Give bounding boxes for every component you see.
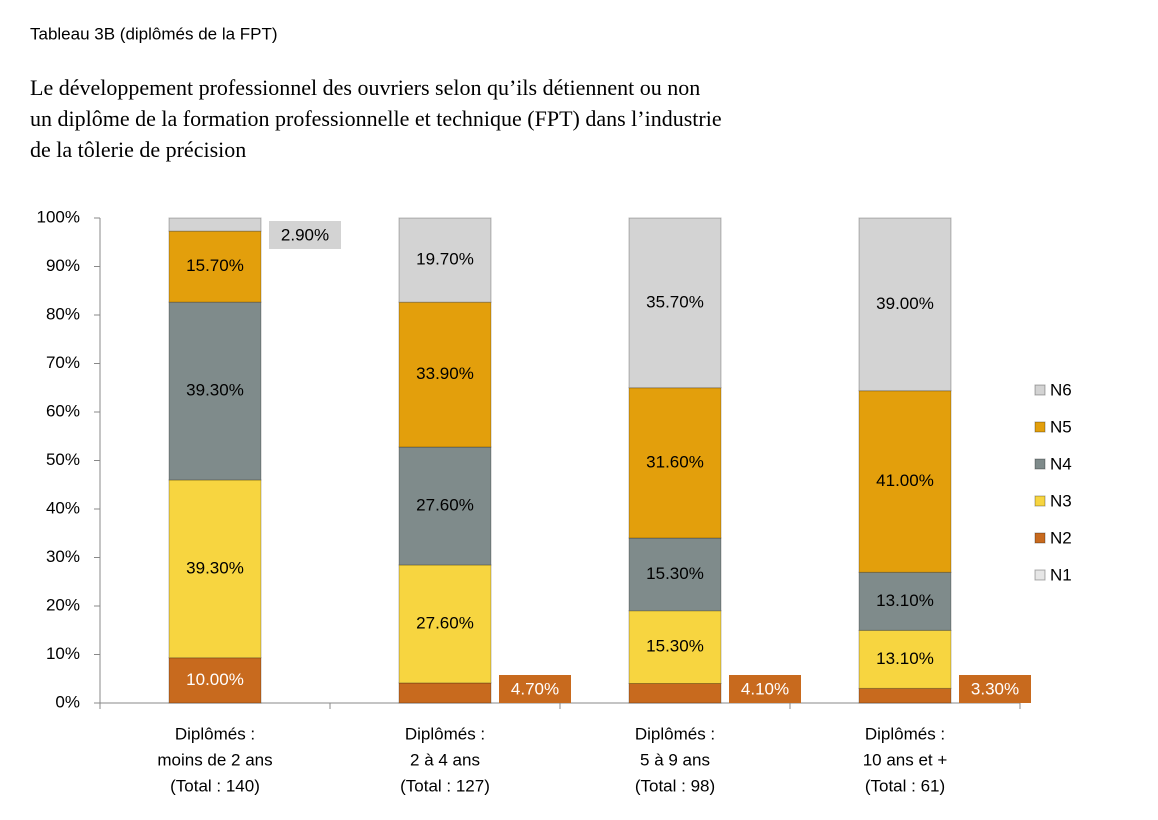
value-label: 15.30% <box>646 637 704 656</box>
bar-segment <box>398 446 492 566</box>
y-tick-label: 10% <box>46 644 80 663</box>
bar-segment <box>628 387 722 539</box>
bar-segment <box>398 301 492 448</box>
x-tick-label: 2 à 4 ans <box>410 750 480 769</box>
legend-label: N2 <box>1050 528 1072 547</box>
value-label: 13.10% <box>876 649 934 668</box>
value-label: 4.70% <box>511 679 559 698</box>
x-tick-label: Diplômés : <box>865 724 945 743</box>
bar-segment <box>398 564 492 684</box>
y-tick-label: 60% <box>46 401 80 420</box>
x-tick-label: 5 à 9 ans <box>640 750 710 769</box>
legend-swatch <box>1034 421 1046 433</box>
value-label: 39.30% <box>186 558 244 577</box>
y-tick-label: 80% <box>46 304 80 323</box>
x-tick-label: (Total : 127) <box>400 776 490 795</box>
bar-segment <box>858 687 952 704</box>
legend-swatch <box>1034 495 1046 507</box>
legend-label: N3 <box>1050 491 1072 510</box>
y-tick-label: 100% <box>37 207 80 226</box>
value-label-box <box>499 675 571 703</box>
value-label: 39.30% <box>186 381 244 400</box>
y-tick-label: 50% <box>46 450 80 469</box>
value-label-box <box>729 675 801 703</box>
y-tick-label: 30% <box>46 547 80 566</box>
bar-segment <box>398 217 492 303</box>
bar-segment <box>858 571 952 631</box>
value-label: 41.00% <box>876 471 934 490</box>
value-label: 35.70% <box>646 292 704 311</box>
y-tick-label: 0% <box>55 692 80 711</box>
bar-segment <box>628 683 722 704</box>
value-label-box <box>269 221 341 249</box>
x-tick-label: Diplômés : <box>405 724 485 743</box>
legend-swatch <box>1034 384 1046 396</box>
y-tick-label: 20% <box>46 595 80 614</box>
value-label: 39.00% <box>876 294 934 313</box>
value-label: 19.70% <box>416 250 474 269</box>
legend-label: N1 <box>1050 565 1072 584</box>
chart-subtitle: Tableau 3B (diplômés de la FPT) <box>30 24 278 43</box>
value-label: 2.90% <box>281 225 329 244</box>
bar-segment <box>858 629 952 689</box>
bar-segment <box>858 390 952 573</box>
legend-swatch <box>1034 569 1046 581</box>
bar-segment <box>858 217 952 392</box>
x-tick-label: 10 ans et + <box>863 750 948 769</box>
legend-label: N4 <box>1050 454 1072 473</box>
value-label: 31.60% <box>646 452 704 471</box>
x-tick-label: (Total : 98) <box>635 776 715 795</box>
chart-title: Le développement professionnel des ouvri… <box>30 75 700 100</box>
y-tick-label: 40% <box>46 498 80 517</box>
bar-segment <box>628 610 722 685</box>
value-label: 10.00% <box>186 670 244 689</box>
y-tick-label: 90% <box>46 256 80 275</box>
value-label: 3.30% <box>971 679 1019 698</box>
y-tick-label: 70% <box>46 353 80 372</box>
legend-swatch <box>1034 458 1046 470</box>
x-tick-label: Diplômés : <box>175 724 255 743</box>
x-tick-label: moins de 2 ans <box>157 750 272 769</box>
legend-label: N5 <box>1050 417 1072 436</box>
x-tick-label: (Total : 140) <box>170 776 260 795</box>
value-label: 27.60% <box>416 613 474 632</box>
value-label: 15.30% <box>646 564 704 583</box>
x-tick-label: (Total : 61) <box>865 776 945 795</box>
value-label: 4.10% <box>741 679 789 698</box>
bar-segment <box>168 217 262 232</box>
chart-title: de la tôlerie de précision <box>30 137 246 162</box>
value-label: 27.60% <box>416 495 474 514</box>
bar-segment <box>398 682 492 704</box>
bar-segment <box>168 230 262 303</box>
value-label: 15.70% <box>186 256 244 275</box>
bar-segment <box>628 217 722 389</box>
legend-swatch <box>1034 532 1046 544</box>
x-tick-label: Diplômés : <box>635 724 715 743</box>
legend-label: N6 <box>1050 380 1072 399</box>
bar-segment <box>628 537 722 612</box>
value-label-box <box>959 675 1031 703</box>
value-label: 33.90% <box>416 364 474 383</box>
chart-title: un diplôme de la formation professionnel… <box>30 106 722 131</box>
value-label: 13.10% <box>876 591 934 610</box>
